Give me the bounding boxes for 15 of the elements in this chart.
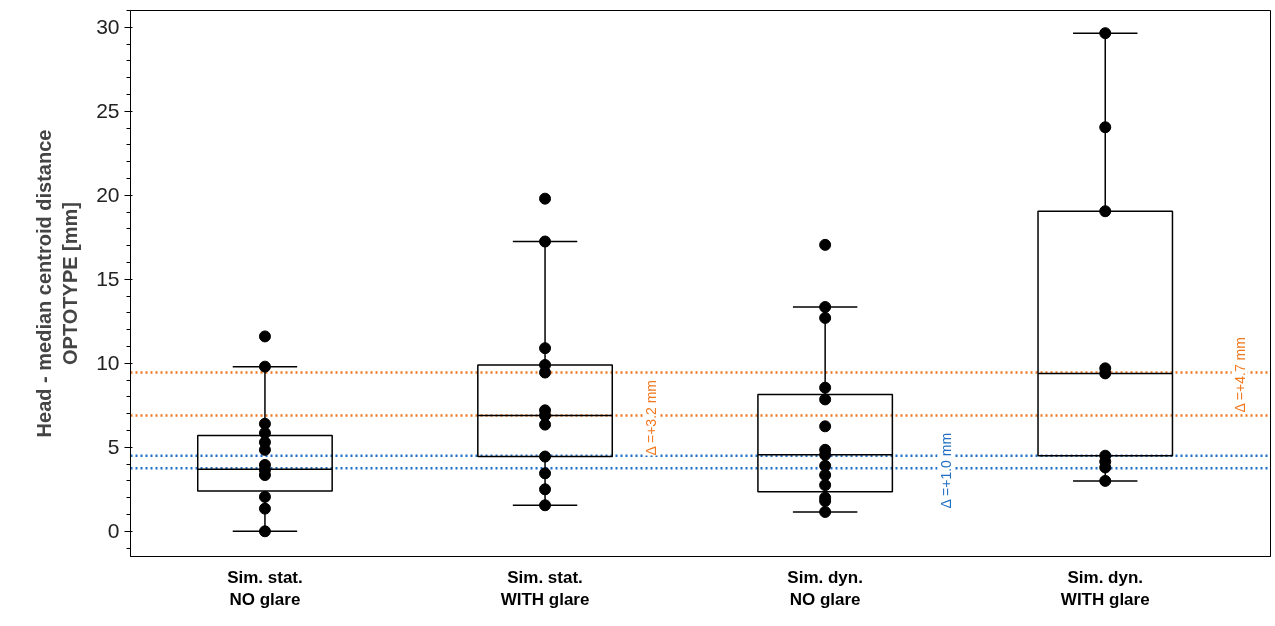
y-tick-label: 10 [96,351,120,375]
y-tick-label: 30 [96,15,120,39]
y-tick-label: 20 [96,183,120,207]
y-tick-label: 5 [107,435,120,459]
x-tick-label: Sim. dyn. WITH glare [1060,567,1150,610]
y-tick-label: 0 [107,519,120,543]
ref-line-label: Δ =+1.0 mm [937,432,954,509]
y-tick-label: 15 [96,267,120,291]
x-tick-label: Sim. dyn. NO glare [787,567,863,610]
x-tick-label: Sim. stat. WITH glare [500,567,590,610]
ref-line-label: Δ =+4.7 mm [1231,337,1248,413]
ref-line-label: Δ =+3.2 mm [643,379,660,456]
x-tick-label: Sim. stat. NO glare [227,567,303,610]
y-tick-label: 25 [96,99,120,123]
y-axis-title: Head - median centroid distance OPTOTYPE [mm] [32,129,82,438]
